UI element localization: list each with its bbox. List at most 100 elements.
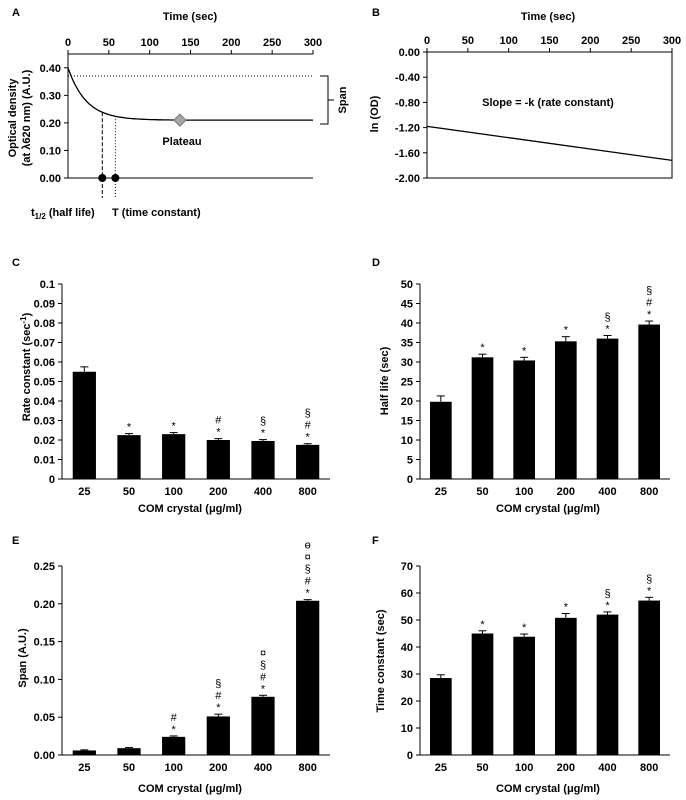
panel-c-significance-mark: * — [261, 428, 266, 440]
panel-d-bar — [430, 401, 452, 479]
panel-e-category-label: 800 — [298, 762, 316, 774]
panel-c-category-label: 200 — [209, 486, 227, 498]
panel-c-significance-mark: * — [172, 421, 177, 433]
panel-f-bar — [471, 633, 494, 755]
panel-a-span-bracket — [320, 75, 329, 125]
panel-d-ytick-label: 35 — [401, 338, 413, 350]
panel-e-ytick-label: 0.00 — [34, 750, 55, 762]
panel-a-title: Time (sec) — [163, 11, 218, 23]
panel-a-xtick-label: 150 — [181, 37, 199, 49]
panel-e-significance-mark: * — [261, 683, 266, 695]
panel-e-category-label: 50 — [123, 762, 135, 774]
panel-e-bar — [251, 696, 275, 755]
panel-f-ytick-label: 50 — [401, 615, 413, 627]
panel-a-ytick-label: 0.10 — [40, 145, 61, 157]
panel-e-significance-mark: § — [305, 564, 311, 576]
panel-c-ylabel: Rate constant (sec-1) — [19, 312, 33, 421]
panel-b-ytick-label: -2.00 — [395, 173, 420, 185]
panel-f-ytick-label: 0 — [407, 750, 413, 762]
panel-c-bar — [162, 434, 186, 479]
panel-c-ytick-label: 0.03 — [34, 416, 55, 428]
panel-f-bar — [513, 636, 535, 755]
panel-b-ytick-label: -1.20 — [395, 123, 420, 135]
panel-b-plot-frame — [426, 51, 673, 179]
panel-e-bar — [162, 736, 186, 755]
panel-a-span-label: Span — [337, 86, 349, 113]
panel-f-significance-mark: § — [604, 588, 610, 600]
panel-b-xtick-label: 100 — [499, 35, 517, 47]
panel-d-ytick-label: 20 — [401, 396, 413, 408]
panel-d-category-label: 25 — [435, 486, 447, 498]
panel-d-significance-mark: * — [564, 325, 569, 337]
panel-b-xtick-label: 250 — [622, 35, 640, 47]
panel-c-ytick-label: 0.09 — [34, 299, 55, 311]
panel-c-category-label: 400 — [254, 486, 272, 498]
panel-c-category-label: 100 — [164, 486, 182, 498]
panel-f-ylabel: Time constant (sec) — [375, 609, 387, 712]
panel-c-significance-mark: § — [305, 408, 311, 420]
panel-d-significance-mark: § — [646, 285, 652, 297]
panel-f-category-label: 200 — [557, 762, 575, 774]
panel-c-significance-mark: § — [260, 416, 266, 428]
panel-f-significance-mark: * — [564, 602, 569, 614]
panel-a-ytick-label: 0.30 — [40, 90, 61, 102]
panel-e-significance-mark: § — [215, 678, 221, 690]
panel-c-xlabel: COM crystal (μg/ml) — [138, 503, 242, 515]
panel-a-ylabel-line1: Optical density — [7, 78, 19, 158]
panel-d-ytick-label: 0 — [407, 474, 413, 486]
panel-e-chart: 0.000.050.100.150.200.25 25 50 100*#200*#§… — [17, 540, 330, 795]
panel-e-significance-mark: * — [172, 724, 177, 736]
panel-a-xtick-label: 0 — [65, 37, 71, 49]
panel-d-ytick-label: 10 — [401, 435, 413, 447]
panel-d-significance-mark: * — [522, 345, 527, 357]
panel-f-bar — [555, 617, 577, 755]
panel-b-title: Time (sec) — [521, 11, 576, 23]
panel-a-half-life-label: t1/2 (half life) — [31, 207, 95, 221]
panel-f-xlabel: COM crystal (μg/ml) — [496, 783, 600, 795]
panel-b-xtick-label: 200 — [581, 35, 599, 47]
panel-a-plateau-marker — [173, 113, 187, 127]
panel-c-category-label: 50 — [123, 486, 135, 498]
panel-c-category-label: 800 — [298, 486, 316, 498]
panel-d-ytick-label: 15 — [401, 416, 413, 428]
panel-c-ytick-label: 0.01 — [34, 455, 55, 467]
panel-d-ytick-label: 40 — [401, 318, 413, 330]
panel-d-significance-mark: * — [647, 309, 652, 321]
panel-a-time-constant-label: T (time constant) — [112, 207, 201, 219]
panel-f-ytick-label: 60 — [401, 588, 413, 600]
panel-a-xtick-label: 100 — [140, 37, 158, 49]
panel-e-significance-mark: # — [305, 576, 312, 588]
panel-d-xlabel: COM crystal (μg/ml) — [496, 503, 600, 515]
panel-d-ytick-label: 25 — [401, 377, 413, 389]
panel-b-chart: Time (sec) 0 50 100 150 200 250 300 0.00 -0.40 -… — [369, 11, 681, 185]
panel-f-category-label: 800 — [640, 762, 658, 774]
panel-a-ytick-label: 0.40 — [40, 63, 61, 75]
panel-a-chart: Time (sec) 0 50 100 150 200 250 300 0.40 0.30 0.… — [7, 11, 349, 221]
panel-f-ytick-label: 20 — [401, 696, 413, 708]
panel-b-regression-line — [426, 125, 673, 162]
panel-c-significance-mark: # — [215, 415, 222, 427]
panel-f-bar — [638, 600, 660, 755]
panel-d-bar — [555, 341, 577, 479]
panel-f-significance-mark: § — [646, 573, 652, 585]
panel-b-ytick-label: -1.60 — [395, 148, 420, 160]
panel-c-significance-mark: * — [216, 427, 221, 439]
panel-c-bar — [296, 444, 320, 479]
panel-f-category-label: 100 — [515, 762, 533, 774]
panel-e-bar — [206, 716, 230, 755]
panel-e-ytick-label: 0.20 — [34, 599, 55, 611]
panel-c-ytick-label: 0.1 — [40, 279, 55, 291]
panel-b-xtick-label: 150 — [540, 35, 558, 47]
panel-f-significance-mark: * — [605, 600, 610, 612]
panel-f-ytick-label: 10 — [401, 723, 413, 735]
panel-f-ytick-label: 70 — [401, 561, 413, 573]
panel-c-chart: 0 0.01 0.02 0.03 0.04 0.05 0.06 0.07 0.08 0.09 0.1… — [19, 279, 330, 515]
panel-e-significance-mark: ¤ — [260, 647, 266, 659]
panel-f-bar — [596, 614, 619, 755]
panel-e-category-label: 100 — [164, 762, 182, 774]
panel-d-significance-mark: * — [480, 342, 485, 354]
panel-e-significance-mark: ¤ — [305, 552, 311, 564]
panel-d-category-label: 50 — [476, 486, 488, 498]
